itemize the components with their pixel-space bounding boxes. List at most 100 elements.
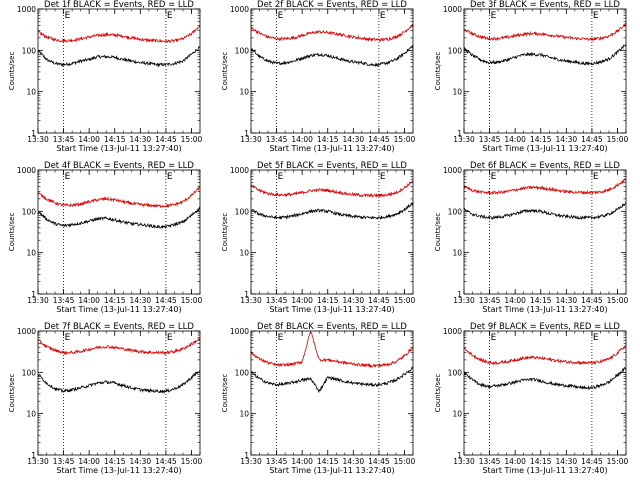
marker-label: E xyxy=(278,333,284,343)
marker-label: E xyxy=(380,172,386,182)
x-tick-label: 14:30 xyxy=(343,457,365,466)
y-axis-label: Counts/sec xyxy=(221,374,229,413)
series-lld-line xyxy=(464,344,626,366)
x-tick-label: 15:00 xyxy=(607,296,629,305)
x-axis-label: Start Time (13-Jul-11 13:27:40) xyxy=(482,466,607,475)
y-tick-label: 1 xyxy=(244,451,249,460)
marker-label: E xyxy=(167,333,173,343)
x-tick-label: 14:15 xyxy=(317,135,339,144)
y-tick-label: 100 xyxy=(22,46,37,55)
x-tick-label: 13:30 xyxy=(453,457,475,466)
y-tick-label: 10 xyxy=(239,249,249,258)
y-tick-label: 1 xyxy=(457,129,462,138)
panel-frame xyxy=(463,169,627,295)
series-events-line xyxy=(38,369,200,394)
panel-title: Det 5f BLACK = Events, RED = LLD xyxy=(257,161,407,171)
x-axis-label: Start Time (13-Jul-11 13:27:40) xyxy=(56,144,181,153)
x-tick-label: 13:45 xyxy=(53,296,75,305)
panel-frame xyxy=(250,169,414,295)
y-tick-label: 100 xyxy=(448,368,463,377)
x-tick-label: 14:00 xyxy=(291,135,313,144)
x-tick-label: 15:00 xyxy=(181,457,203,466)
x-tick-label: 14:45 xyxy=(581,135,603,144)
x-tick-label: 14:15 xyxy=(530,296,552,305)
x-tick-label: 13:30 xyxy=(453,296,475,305)
marker-label: E xyxy=(593,172,599,182)
x-tick-label: 13:30 xyxy=(27,457,49,466)
marker-label: E xyxy=(65,172,71,182)
y-tick-label: 1000 xyxy=(17,327,36,336)
series-events-line xyxy=(251,366,413,394)
series-events-line xyxy=(251,44,413,68)
x-tick-label: 13:30 xyxy=(453,135,475,144)
series-lld-line xyxy=(464,22,626,43)
x-tick-label: 13:45 xyxy=(479,296,501,305)
x-tick-label: 14:00 xyxy=(78,135,100,144)
x-tick-label: 13:45 xyxy=(266,296,288,305)
series-events-line xyxy=(38,206,200,229)
x-tick-label: 14:45 xyxy=(581,457,603,466)
x-tick-label: 14:00 xyxy=(78,457,100,466)
marker-label: E xyxy=(167,11,173,21)
x-tick-label: 14:45 xyxy=(155,457,177,466)
y-tick-label: 1000 xyxy=(17,166,36,175)
y-axis-label: Counts/sec xyxy=(434,374,442,413)
series-lld-line xyxy=(251,331,413,369)
series-lld-line xyxy=(251,23,413,43)
y-tick-label: 10 xyxy=(26,88,36,97)
series-events-line xyxy=(464,366,626,391)
y-axis-label: Counts/sec xyxy=(8,213,16,252)
marker-label: E xyxy=(380,333,386,343)
x-tick-label: 14:15 xyxy=(530,135,552,144)
y-tick-label: 1000 xyxy=(230,5,249,14)
x-tick-label: 15:00 xyxy=(394,135,416,144)
x-tick-label: 14:15 xyxy=(104,296,126,305)
series-lld-line xyxy=(464,177,626,196)
y-tick-label: 1000 xyxy=(443,166,462,175)
y-axis-label: Counts/sec xyxy=(221,52,229,91)
marker-label: E xyxy=(491,172,497,182)
x-tick-label: 14:00 xyxy=(291,296,313,305)
panel-frame xyxy=(250,8,414,134)
x-tick-label: 14:30 xyxy=(130,296,152,305)
y-tick-label: 10 xyxy=(239,410,249,419)
marker-label: E xyxy=(278,172,284,182)
y-tick-label: 1000 xyxy=(443,5,462,14)
x-axis-label: Start Time (13-Jul-11 13:27:40) xyxy=(56,305,181,314)
y-tick-label: 1 xyxy=(457,290,462,299)
marker-label: E xyxy=(65,11,71,21)
series-lld-line xyxy=(38,25,200,44)
y-tick-label: 100 xyxy=(235,207,250,216)
x-tick-label: 13:30 xyxy=(240,135,262,144)
x-tick-label: 14:30 xyxy=(130,135,152,144)
x-tick-label: 13:45 xyxy=(53,457,75,466)
y-tick-label: 10 xyxy=(452,249,462,258)
y-tick-label: 1 xyxy=(31,129,36,138)
x-tick-label: 14:45 xyxy=(368,457,390,466)
series-events-line xyxy=(38,45,200,68)
x-tick-label: 14:00 xyxy=(504,457,526,466)
marker-label: E xyxy=(167,172,173,182)
x-tick-label: 13:45 xyxy=(479,135,501,144)
x-tick-label: 13:30 xyxy=(27,135,49,144)
x-axis-label: Start Time (13-Jul-11 13:27:40) xyxy=(482,305,607,314)
x-tick-label: 14:15 xyxy=(104,135,126,144)
x-axis-label: Start Time (13-Jul-11 13:27:40) xyxy=(269,144,394,153)
marker-label: E xyxy=(593,333,599,343)
x-tick-label: 15:00 xyxy=(394,457,416,466)
y-tick-label: 100 xyxy=(22,207,37,216)
x-tick-label: 14:30 xyxy=(556,135,578,144)
x-axis-label: Start Time (13-Jul-11 13:27:40) xyxy=(269,305,394,314)
y-tick-label: 1000 xyxy=(230,166,249,175)
x-tick-label: 14:15 xyxy=(530,457,552,466)
marker-label: E xyxy=(593,11,599,21)
panel-title: Det 8f BLACK = Events, RED = LLD xyxy=(257,322,407,332)
panel-title: Det 6f BLACK = Events, RED = LLD xyxy=(470,161,620,171)
panel-title: Det 1f BLACK = Events, RED = LLD xyxy=(44,0,194,10)
series-lld-line xyxy=(38,337,200,356)
x-tick-label: 14:00 xyxy=(504,135,526,144)
x-tick-label: 15:00 xyxy=(607,135,629,144)
